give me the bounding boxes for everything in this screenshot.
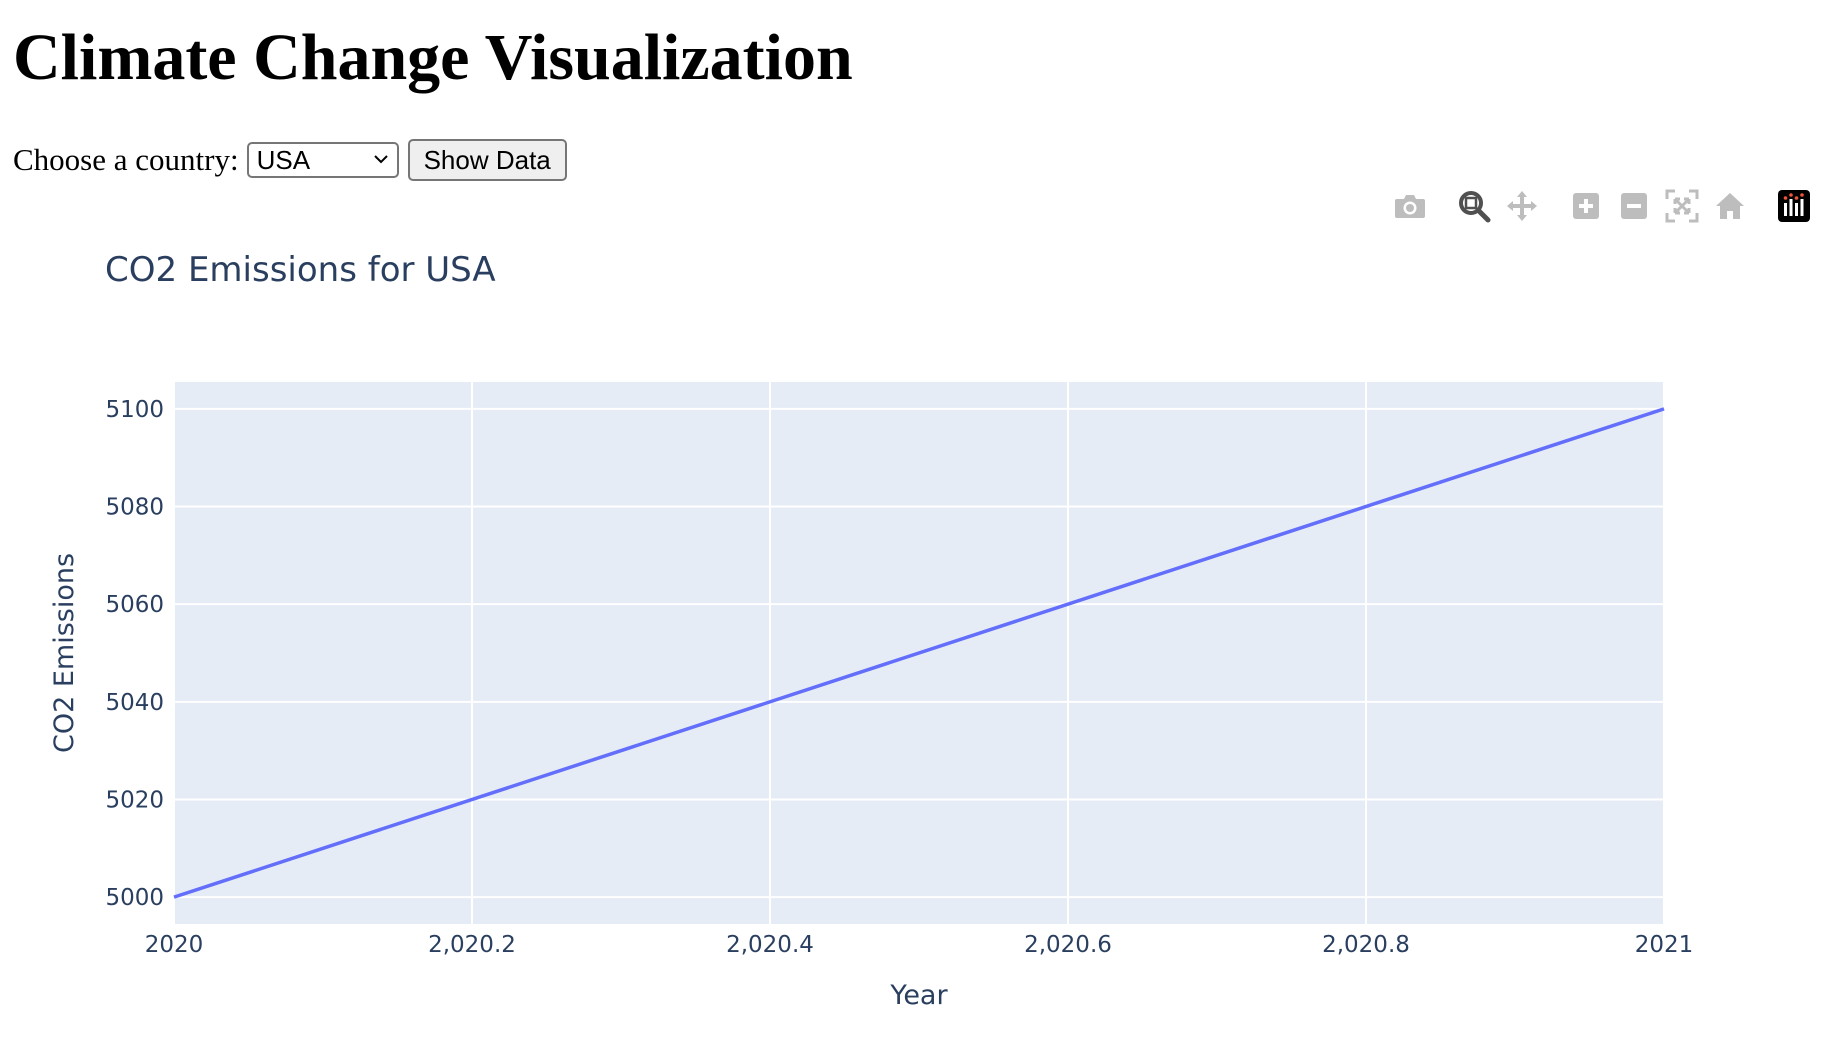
home-icon[interactable] — [1712, 188, 1748, 224]
autoscale-icon[interactable] — [1664, 188, 1700, 224]
y-tick-label: 5060 — [105, 592, 164, 618]
camera-icon[interactable] — [1392, 188, 1428, 224]
chevron-down-icon — [373, 155, 388, 164]
show-data-button[interactable]: Show Data — [407, 139, 567, 181]
y-tick-label: 5020 — [105, 787, 164, 813]
x-tick-label: 2021 — [1635, 932, 1694, 958]
x-tick-label: 2,020.4 — [726, 932, 814, 958]
country-select[interactable]: USA — [246, 142, 399, 178]
zoom-in-icon[interactable] — [1568, 188, 1604, 224]
x-tick-label: 2,020.2 — [428, 932, 516, 958]
chart-title: CO2 Emissions for USA — [105, 250, 496, 290]
series-line — [173, 407, 1665, 899]
chart-modebar — [0, 188, 1822, 224]
y-axis-label: CO2 Emissions — [49, 553, 80, 753]
country-label: Choose a country: — [13, 142, 239, 177]
zoom-icon[interactable] — [1456, 188, 1492, 224]
country-select-value: USA — [256, 145, 311, 175]
y-tick-label: 5000 — [105, 885, 164, 911]
zoom-out-icon[interactable] — [1616, 188, 1652, 224]
plot-area — [174, 382, 1664, 924]
pan-icon[interactable] — [1504, 188, 1540, 224]
page-title: Climate Change Visualization — [13, 21, 853, 94]
x-tick-label: 2020 — [145, 932, 204, 958]
y-tick-label: 5100 — [105, 397, 164, 423]
x-tick-label: 2,020.8 — [1322, 932, 1410, 958]
x-tick-label: 2,020.6 — [1024, 932, 1112, 958]
y-tick-label: 5080 — [105, 495, 164, 521]
plotly-logo-icon[interactable] — [1776, 188, 1812, 224]
y-tick-label: 5040 — [105, 690, 164, 716]
x-axis-label: Year — [889, 980, 948, 1011]
country-controls: Choose a country: USA Show Data — [13, 138, 567, 182]
